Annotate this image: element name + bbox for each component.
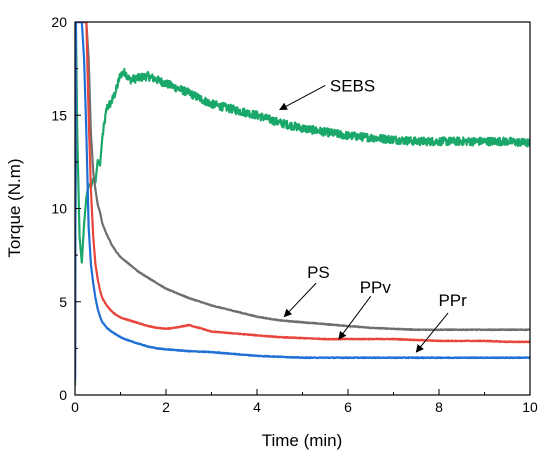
x-tick-label: 6 [344,399,352,415]
axis-ticks: 0 2 4 6 8 10 0 5 10 15 20 [51,14,538,415]
annotation-label-ppv: PPv [360,278,392,297]
x-tick-label: 2 [162,399,170,415]
annotation-arrow-ppr [415,312,449,353]
series-line-sebs [75,22,530,386]
annotation-label-sebs: SEBS [330,76,375,95]
series-layer [75,22,530,386]
y-tick-label: 15 [51,107,67,123]
x-axis-title: Time (min) [262,431,343,450]
y-tick-label: 0 [59,387,67,403]
annotation-arrow-sebs [279,84,326,111]
x-tick-label: 8 [435,399,443,415]
annotation-arrow-ps [283,282,317,318]
y-axis-title: Torque (N.m) [5,158,24,257]
x-tick-label: 10 [522,399,538,415]
annotation-label-ps: PS [307,263,330,282]
y-tick-label: 5 [59,294,67,310]
series-line-ppr [75,22,530,381]
annotation-label-ppr: PPr [438,291,467,310]
y-tick-label: 10 [51,201,67,217]
series-line-ppv [75,22,530,381]
series-line-ps [75,22,530,377]
y-tick-label: 20 [51,14,67,30]
annotation-arrow-ppv [338,295,372,340]
annotation-layer: SEBS PS PPv PPr [279,76,467,353]
x-tick-label: 4 [253,399,261,415]
x-tick-label: 0 [71,399,79,415]
